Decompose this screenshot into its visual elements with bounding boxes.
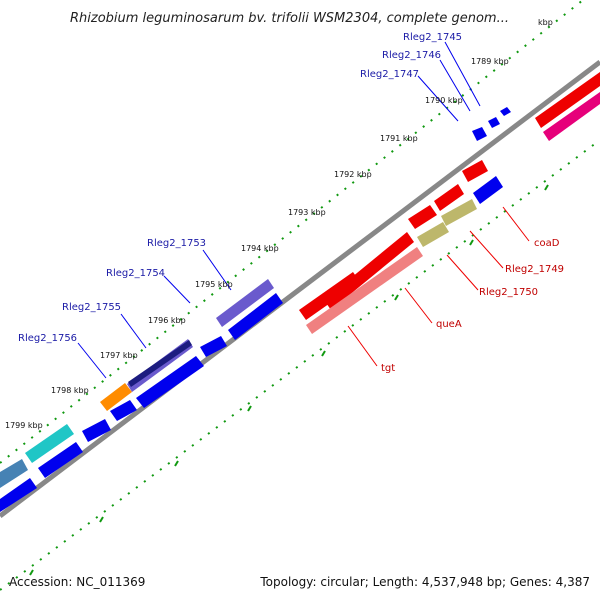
tick-label: 1794 kbp <box>241 244 279 253</box>
label-leader-lines <box>77 41 530 379</box>
gene-rleg2-1745[interactable] <box>500 107 511 116</box>
gene-label-rleg2-1749[interactable]: Rleg2_1749 <box>505 264 564 275</box>
tick-label: 1790 kbp <box>425 96 463 105</box>
inner-major-ticks <box>29 184 549 576</box>
tick-label: 1795 kbp <box>195 280 233 289</box>
genome-backbone <box>0 60 600 518</box>
reverse-gene-labels: coaD Rleg2_1749 Rleg2_1750 queA tgt <box>381 238 564 374</box>
gene-quea-upper[interactable] <box>408 205 437 229</box>
gene-label-rleg2-1746[interactable]: Rleg2_1746 <box>382 50 441 61</box>
gene-red-top-right[interactable] <box>535 72 600 128</box>
genome-summary: Topology: circular; Length: 4,537,948 bp… <box>259 575 590 589</box>
tick-label: 1791 kbp <box>380 134 418 143</box>
tick-label: 1796 kbp <box>148 316 186 325</box>
forward-strand-genes <box>0 107 511 512</box>
gene-rleg2-1753[interactable] <box>216 279 274 327</box>
gene-rleg2-1756[interactable] <box>136 356 204 408</box>
title-overflow-label: kbp <box>538 18 553 27</box>
gene-coad[interactable] <box>473 176 503 204</box>
gene-cyan[interactable] <box>25 424 74 463</box>
reverse-strand-genes <box>299 72 600 334</box>
gene-magenta[interactable] <box>543 92 600 141</box>
gene-label-quea[interactable]: queA <box>436 319 462 330</box>
gene-tgt[interactable] <box>306 247 423 334</box>
gene-steel[interactable] <box>0 459 28 488</box>
tick-labels: 1789 kbp 1790 kbp 1791 kbp 1792 kbp 1793… <box>5 57 509 430</box>
gene-red-long-2[interactable] <box>299 272 360 320</box>
gene-small-1[interactable] <box>110 400 137 421</box>
gene-rleg2-1749[interactable] <box>434 184 464 211</box>
gene-blue-long[interactable] <box>38 442 83 478</box>
gene-label-tgt[interactable]: tgt <box>381 363 395 374</box>
gene-rleg2-1753-b[interactable] <box>228 293 283 340</box>
gene-rleg2-1755-b[interactable] <box>128 340 192 387</box>
tick-label: 1799 kbp <box>5 421 43 430</box>
gene-rleg2-1750[interactable] <box>441 199 477 226</box>
gene-label-rleg2-1747[interactable]: Rleg2_1747 <box>360 69 419 80</box>
page-title: Rhizobium leguminosarum bv. trifolii WSM… <box>70 11 509 26</box>
gene-small-2[interactable] <box>82 419 111 442</box>
tick-label: 1793 kbp <box>288 208 326 217</box>
gene-label-rleg2-1754[interactable]: Rleg2_1754 <box>106 268 165 279</box>
accession-label: Accession: NC_011369 <box>9 575 145 589</box>
gene-label-rleg2-1745[interactable]: Rleg2_1745 <box>403 32 462 43</box>
gene-label-rleg2-1753[interactable]: Rleg2_1753 <box>147 238 206 249</box>
tick-label: 1792 kbp <box>334 170 372 179</box>
gene-rleg2-1747[interactable] <box>472 127 487 141</box>
tick-label: 1797 kbp <box>100 351 138 360</box>
outer-tick-track <box>0 0 584 464</box>
gene-quea-olive[interactable] <box>417 222 449 247</box>
forward-gene-labels: Rleg2_1745 Rleg2_1746 Rleg2_1747 Rleg2_1… <box>18 32 462 344</box>
gene-label-rleg2-1750[interactable]: Rleg2_1750 <box>479 287 538 298</box>
gene-label-coad[interactable]: coaD <box>534 238 560 249</box>
gene-rleg2-1754[interactable] <box>200 336 227 357</box>
gene-label-rleg2-1755[interactable]: Rleg2_1755 <box>62 302 121 313</box>
tick-label: 1798 kbp <box>51 386 89 395</box>
gene-rleg2-1746[interactable] <box>488 117 500 128</box>
gene-orange[interactable] <box>100 383 132 411</box>
gene-label-rleg2-1756[interactable]: Rleg2_1756 <box>18 333 77 344</box>
gene-coad-a[interactable] <box>462 160 488 182</box>
tick-label: 1789 kbp <box>471 57 509 66</box>
gene-blue-edge[interactable] <box>0 478 37 512</box>
